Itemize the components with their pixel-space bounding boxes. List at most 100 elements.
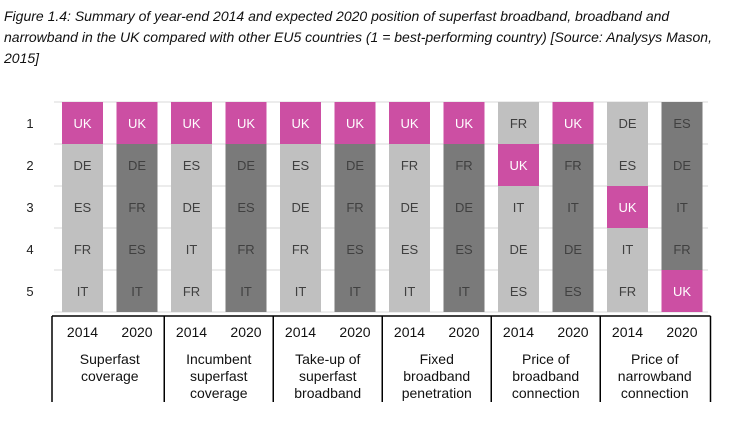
country-label: DE [73, 158, 91, 173]
group-label: broadband [512, 368, 579, 384]
rank-label: 2 [26, 158, 33, 173]
group-label: Take-up of [295, 351, 360, 367]
country-label: ES [346, 242, 364, 257]
country-label: ES [74, 200, 92, 215]
country-label: UK [291, 116, 309, 131]
year-label: 2014 [176, 324, 207, 340]
group-label: superfast [299, 368, 357, 384]
year-label: 2020 [230, 324, 261, 340]
country-label: UK [618, 200, 636, 215]
group-label: Fixed [420, 351, 454, 367]
country-label: FR [455, 158, 472, 173]
country-label: UK [509, 158, 527, 173]
country-label: FR [74, 242, 91, 257]
country-label: FR [128, 200, 145, 215]
country-label: UK [455, 116, 473, 131]
country-label: IT [77, 284, 89, 299]
country-label: ES [237, 200, 255, 215]
country-label: IT [240, 284, 252, 299]
highlight-cell [62, 102, 103, 144]
country-label: DE [346, 158, 364, 173]
country-label: ES [564, 284, 582, 299]
country-label: DE [182, 200, 200, 215]
country-label: IT [513, 200, 525, 215]
group-label: coverage [81, 368, 139, 384]
country-label: ES [292, 158, 310, 173]
country-label: IT [458, 284, 470, 299]
highlight-cell [280, 102, 321, 144]
country-label: IT [676, 200, 688, 215]
country-label: IT [295, 284, 307, 299]
group-label: broadband [294, 385, 361, 401]
country-label: UK [673, 284, 691, 299]
group-label: Superfast [80, 351, 140, 367]
group-label: broadband [403, 368, 470, 384]
country-label: UK [128, 116, 146, 131]
country-label: UK [400, 116, 418, 131]
country-label: ES [455, 242, 473, 257]
rank-label: 1 [26, 116, 33, 131]
country-label: FR [292, 242, 309, 257]
figure-caption: Figure 1.4: Summary of year-end 2014 and… [4, 8, 712, 66]
country-label: ES [183, 158, 201, 173]
year-label: 2014 [285, 324, 316, 340]
highlight-cell [116, 102, 158, 144]
highlight-cell [171, 102, 212, 144]
highlight-cell [389, 102, 430, 144]
year-label: 2020 [557, 324, 588, 340]
rank-label: 3 [26, 200, 33, 215]
group-label: penetration [402, 385, 472, 401]
group-label: superfast [190, 368, 248, 384]
country-label: FR [619, 284, 636, 299]
country-label: DE [400, 200, 418, 215]
country-label: ES [673, 116, 691, 131]
group-label: connection [621, 385, 689, 401]
highlight-cell [607, 186, 648, 228]
country-label: DE [237, 158, 255, 173]
country-label: DE [128, 158, 146, 173]
year-label: 2014 [394, 324, 425, 340]
country-label: ES [619, 158, 637, 173]
country-label: FR [237, 242, 254, 257]
country-label: FR [183, 284, 200, 299]
country-label: IT [349, 284, 361, 299]
highlight-cell [661, 270, 703, 312]
country-label: IT [622, 242, 634, 257]
country-label: UK [564, 116, 582, 131]
year-label: 2020 [666, 324, 697, 340]
country-label: ES [128, 242, 146, 257]
country-label: FR [510, 116, 527, 131]
country-label: IT [131, 284, 143, 299]
highlight-cell [498, 144, 539, 186]
country-label: IT [404, 284, 416, 299]
country-label: FR [346, 200, 363, 215]
year-label: 2014 [67, 324, 98, 340]
country-label: DE [618, 116, 636, 131]
country-label: UK [346, 116, 364, 131]
group-label: coverage [190, 385, 248, 401]
group-label: Price of [522, 351, 570, 367]
country-label: FR [564, 158, 581, 173]
country-label: ES [401, 242, 419, 257]
rank-label: 5 [26, 284, 33, 299]
country-label: FR [673, 242, 690, 257]
highlight-cell [552, 102, 594, 144]
highlight-cell [225, 102, 267, 144]
country-label: IT [567, 200, 579, 215]
year-label: 2020 [339, 324, 370, 340]
highlight-cell [334, 102, 376, 144]
column-bar [498, 102, 539, 312]
year-label: 2020 [448, 324, 479, 340]
year-label: 2020 [121, 324, 152, 340]
country-label: UK [237, 116, 255, 131]
group-label: Price of [631, 351, 679, 367]
country-label: DE [673, 158, 691, 173]
country-label: DE [455, 200, 473, 215]
year-label: 2014 [503, 324, 534, 340]
highlight-cell [443, 102, 485, 144]
country-label: FR [401, 158, 418, 173]
group-label: connection [512, 385, 580, 401]
group-label: narrowband [618, 368, 692, 384]
rank-label: 4 [26, 242, 33, 257]
